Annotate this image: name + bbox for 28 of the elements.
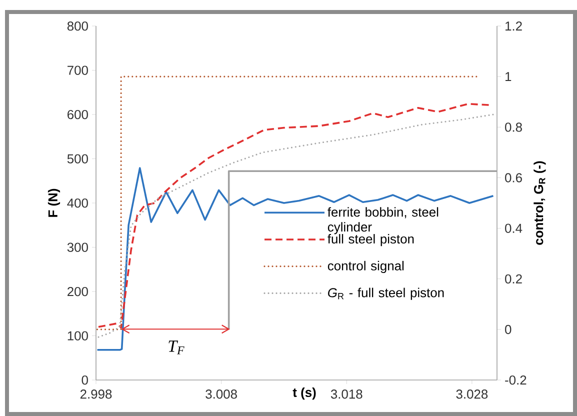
x-tick-label: 3.008 [206, 390, 237, 399]
x-axis-title: t (s) [292, 388, 316, 400]
legend-label: G$_{R}$ - full steel piston [328, 288, 444, 300]
y2-tick-label: 1 [506, 72, 512, 82]
y-tick-label: 800 [67, 21, 88, 31]
x-tick-label: 3.018 [330, 390, 362, 399]
y-tick-label: 300 [67, 242, 88, 252]
annotation: T$_{F}$ [168, 340, 184, 354]
y2-tick-label: 0 [505, 324, 512, 334]
y-tick-label: 700 [68, 66, 88, 75]
legend-label: full steel piston [328, 234, 414, 246]
legend-label: control signal [328, 260, 404, 273]
y-tick-label: 0 [82, 375, 88, 385]
y-tick-label: 400 [67, 198, 88, 208]
y2-axis-title: control, G$_{R}$ (-) [534, 161, 546, 245]
y-tick-label: 600 [68, 110, 88, 120]
y2-tick-label: 1.2 [506, 21, 522, 31]
y2-tick-label: 0.4 [505, 224, 522, 233]
y2-tick-label: 0.8 [505, 122, 522, 132]
y2-tick-label: 0.2 [505, 274, 522, 284]
y-tick-label: 500 [67, 154, 88, 164]
y2-tick-label: -0.2 [505, 375, 526, 385]
y-axis-title: F (N) [48, 188, 60, 217]
x-tick-label: 2.998 [80, 390, 112, 399]
x-tick-label: 3.028 [456, 390, 488, 399]
y-tick-label: 100 [68, 331, 88, 340]
y-tick-label: 200 [68, 286, 88, 296]
y2-tick-label: 0.6 [505, 173, 522, 182]
